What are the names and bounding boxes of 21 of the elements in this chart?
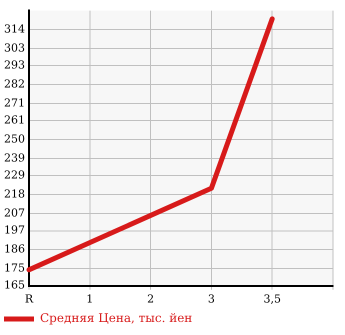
y-tick-label: 186 (4, 242, 25, 256)
y-tick-label: 250 (4, 132, 25, 146)
y-tick-label: 282 (4, 77, 25, 90)
legend-label: Средняя Цена, тыс. йен (40, 311, 192, 326)
y-tick-label: 293 (4, 58, 25, 72)
y-tick-label: 197 (4, 224, 25, 237)
y-tick-label: 261 (4, 114, 25, 127)
y-tick-label: 271 (4, 96, 25, 110)
y-tick-label: 175 (4, 261, 25, 274)
y-tick-label: 229 (4, 168, 25, 182)
y-tick-label: 239 (4, 151, 25, 164)
x-tick-label: 3,5 (263, 292, 281, 306)
y-tick-label: 314 (4, 22, 25, 36)
y-tick-label: 207 (4, 206, 25, 220)
x-tick-label: R (24, 292, 34, 306)
y-tick-label: 218 (4, 188, 25, 200)
x-tick-label: 3 (208, 292, 215, 306)
x-tick-label: 2 (147, 292, 154, 306)
y-tick-label: 165 (4, 278, 25, 292)
y-tick-label: 303 (4, 41, 25, 54)
x-tick-label: 1 (86, 292, 94, 306)
